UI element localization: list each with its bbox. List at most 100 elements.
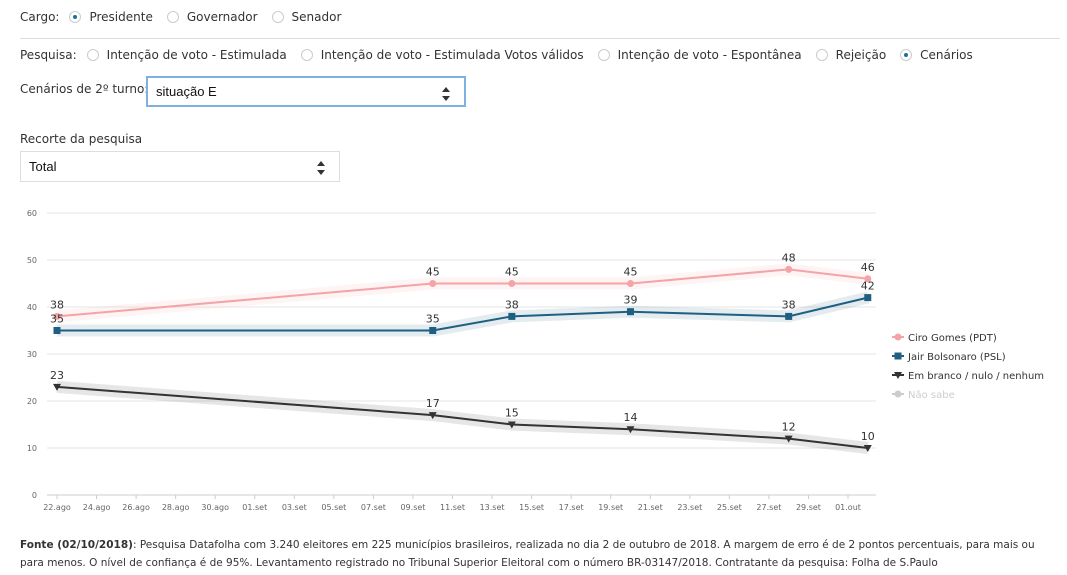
radio-option[interactable]: Rejeição <box>815 48 887 62</box>
footer: Fonte (02/10/2018): Pesquisa Datafolha c… <box>20 536 1060 572</box>
option-label: Intenção de voto - Estimulada <box>106 48 287 62</box>
data-label: 45 <box>426 266 440 279</box>
radio-option[interactable]: Presidente <box>69 10 153 24</box>
data-label: 45 <box>623 266 637 279</box>
marker <box>53 312 61 320</box>
x-tick-label: 27.set <box>756 503 781 512</box>
marker <box>507 421 516 429</box>
marker <box>626 280 634 287</box>
source: Fonte (02/10/2018) <box>20 539 133 551</box>
label: Cenários de 2º turno: <box>20 82 149 96</box>
radio-option[interactable]: Cenários <box>900 48 973 62</box>
option-label: Intenção de voto - Estimulada Votos váli… <box>320 48 584 62</box>
series-line <box>57 296 869 332</box>
divider <box>20 38 1060 39</box>
radio <box>271 11 284 23</box>
marker <box>864 294 872 302</box>
series-line <box>56 268 868 318</box>
radio <box>815 49 828 61</box>
data-label: 42 <box>861 280 875 293</box>
option-label: Rejeição <box>835 48 887 62</box>
pesquisa-row: Pesquisa: Intenção de voto - Estimulada In… <box>20 48 977 62</box>
marker <box>785 265 793 273</box>
radio <box>86 49 99 61</box>
x-tick-label: 17.set <box>559 503 584 512</box>
legend-label[interactable]: Não sabe <box>908 390 955 401</box>
x-tick-label: 28.ago <box>162 503 190 512</box>
x-tick-label: 25.set <box>717 503 742 512</box>
legend-marker <box>894 372 902 379</box>
x-tick-label: 29.set <box>796 503 821 512</box>
series-line <box>56 385 868 449</box>
option-label: Governador <box>186 10 258 24</box>
marker <box>863 445 872 452</box>
cenarios-select[interactable]: situação E <box>146 76 466 107</box>
radio-option[interactable]: Intenção de voto - Estimulada Votos váli… <box>300 48 584 62</box>
data-label: 38 <box>782 298 796 311</box>
y-tick-label: 40 <box>27 303 37 312</box>
cargo-row: Cargo: Presidente Governador Senador <box>20 10 345 24</box>
radio <box>69 11 82 23</box>
label: Pesquisa: <box>20 48 77 62</box>
legend-label[interactable]: Ciro Gomes (PDT) <box>908 333 997 344</box>
marker <box>53 383 61 391</box>
data-label: 10 <box>861 430 875 443</box>
radio-option[interactable]: Governador <box>166 10 258 24</box>
chart: 0 10 20 30 40 50 60 22.ago 24.ago 26.ago 28.ago 30.… <box>27 209 1044 512</box>
option-label: Cenários <box>920 48 973 62</box>
data-label: 12 <box>782 421 796 434</box>
data-label: 38 <box>50 298 64 311</box>
data-label: 17 <box>426 397 440 410</box>
x-tick-label: 24.ago <box>83 503 111 512</box>
radio-option[interactable]: Senador <box>271 10 342 24</box>
x-tick-label: 21.set <box>638 503 663 512</box>
marker <box>429 327 437 334</box>
x-tick-label: 30.ago <box>201 503 229 512</box>
radio-option[interactable]: Intenção de voto - Espontânea <box>597 48 802 62</box>
x-tick-label: 07.set <box>361 503 386 512</box>
data-label: 48 <box>782 251 796 264</box>
select-value: situação E <box>156 84 217 99</box>
marker <box>429 280 437 287</box>
radio <box>300 49 313 61</box>
x-tick-label: 22.ago <box>43 503 71 512</box>
option-label: Presidente <box>89 10 153 24</box>
x-tick-label: 01.set <box>242 503 267 512</box>
radio-option[interactable]: Intenção de voto - Estimulada <box>86 48 287 62</box>
data-label: 45 <box>505 266 519 279</box>
marker <box>626 308 634 316</box>
option-label: Senador <box>291 10 342 24</box>
marker <box>53 327 61 334</box>
legend-label[interactable]: Jair Bolsonaro (PSL) <box>907 352 1006 363</box>
marker <box>785 312 793 320</box>
x-tick-label: 15.set <box>519 503 544 512</box>
data-label: 14 <box>623 411 637 424</box>
x-tick-label: 19.set <box>598 503 623 512</box>
x-tick-label: 23.set <box>677 503 702 512</box>
recorte-select[interactable]: Total <box>20 151 340 182</box>
data-label: 23 <box>50 369 64 382</box>
select-arrows <box>317 161 325 175</box>
y-tick-label: 30 <box>27 350 37 359</box>
legend-marker <box>894 352 902 360</box>
legend-label[interactable]: Em branco / nulo / nenhum <box>908 371 1044 382</box>
y-tick-label: 0 <box>32 491 37 500</box>
radio <box>166 11 179 23</box>
x-tick-label: 03.set <box>282 503 307 512</box>
data-label: 15 <box>505 407 519 420</box>
marker <box>864 275 872 283</box>
x-tick-label: 13.set <box>480 503 505 512</box>
y-tick-label: 50 <box>27 256 37 265</box>
x-tick-label: 01.out <box>835 503 861 512</box>
label: Cargo: <box>20 10 60 24</box>
data-label: 35 <box>426 313 440 326</box>
recorte-row: Recorte da pesquisa <box>20 132 142 146</box>
y-tick-label: 60 <box>27 209 37 218</box>
x-tick-label: 09.set <box>400 503 425 512</box>
label: Recorte da pesquisa <box>20 132 143 146</box>
option-label: Intenção de voto - Espontânea <box>617 48 802 62</box>
legend-marker <box>894 333 902 341</box>
select-arrows <box>442 87 450 101</box>
marker <box>784 435 793 443</box>
footer-text: : Pesquisa Datafolha com 3.240 eleitores… <box>20 539 1035 569</box>
